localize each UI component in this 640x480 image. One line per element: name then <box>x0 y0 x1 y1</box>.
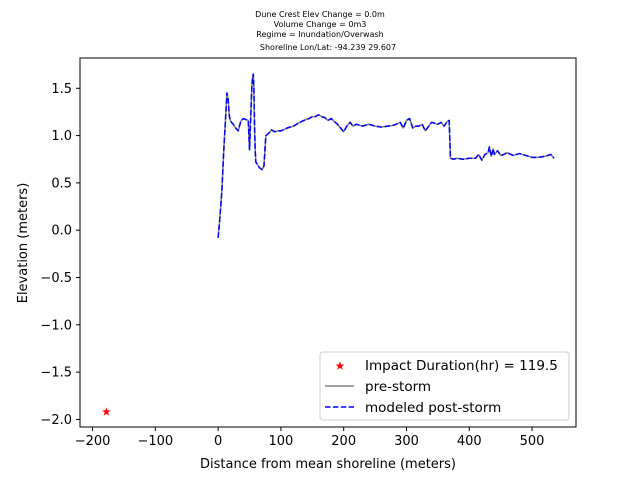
y-tick-label: 1.5 <box>51 82 72 97</box>
x-axis: −200 −100 0 100 200 300 400 500 <box>75 427 545 449</box>
y-tick-label: 0.5 <box>51 176 72 191</box>
legend-label-post-storm: modeled post-storm <box>365 400 501 416</box>
legend-label-pre-storm: pre-storm <box>365 379 431 395</box>
y-tick-label: −1.5 <box>40 366 72 381</box>
title-line-3: Regime = Inundation/Overwash <box>256 30 383 39</box>
legend-label-impact-duration: Impact Duration(hr) = 119.5 <box>365 358 558 374</box>
y-tick-label: 0.0 <box>51 224 72 239</box>
title-line-2: Volume Change = 0m3 <box>274 20 367 29</box>
x-tick-label: −100 <box>137 434 173 449</box>
chart-title: Dune Crest Elev Change = 0.0m Volume Cha… <box>255 10 396 52</box>
y-axis: −2.0 −1.5 −1.0 −0.5 0.0 0.5 1.0 1.5 <box>40 82 80 428</box>
title-line-1: Dune Crest Elev Change = 0.0m <box>255 10 385 19</box>
x-tick-label: −200 <box>75 434 111 449</box>
series-line-pre-storm <box>217 73 555 238</box>
x-tick-label: 500 <box>520 434 545 449</box>
y-tick-label: −1.0 <box>40 318 72 333</box>
legend: Impact Duration(hr) = 119.5 pre-storm mo… <box>319 351 570 421</box>
y-tick-label: −0.5 <box>40 271 72 286</box>
plot-content <box>101 73 555 416</box>
y-tick-label: −2.0 <box>40 413 72 428</box>
y-axis-label: Elevation (meters) <box>16 183 31 304</box>
x-tick-label: 100 <box>268 434 293 449</box>
series-line-modeled-post-storm <box>217 73 555 238</box>
plot-frame <box>79 57 577 428</box>
legend-star-marker <box>335 361 345 370</box>
y-tick-label: 1.0 <box>51 129 72 144</box>
x-tick-label: 0 <box>214 434 222 449</box>
title-line-4: Shoreline Lon/Lat: -94.239 29.607 <box>260 43 396 52</box>
impact-duration-star-marker <box>101 407 111 416</box>
x-axis-label: Distance from mean shoreline (meters) <box>200 457 456 472</box>
x-tick-label: 200 <box>331 434 356 449</box>
x-tick-label: 400 <box>457 434 482 449</box>
x-tick-label: 300 <box>394 434 419 449</box>
legend-box <box>319 351 570 421</box>
